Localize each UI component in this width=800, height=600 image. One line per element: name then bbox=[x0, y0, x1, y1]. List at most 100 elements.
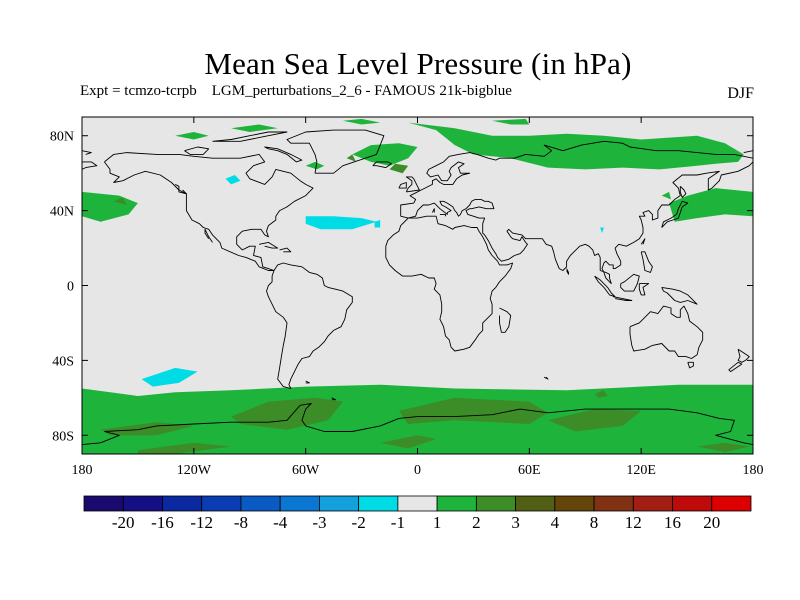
lon-tick-label: 180 bbox=[72, 463, 93, 478]
anomaly-region-5 bbox=[231, 124, 278, 132]
colorbar-label: -3 bbox=[312, 513, 326, 532]
coastline-17 bbox=[629, 305, 704, 359]
coastline-15 bbox=[104, 402, 753, 446]
anomaly-region-18 bbox=[380, 435, 437, 449]
coastline-26 bbox=[661, 286, 698, 305]
lat-tick-label: 80N bbox=[50, 130, 74, 145]
colorbar-box-5 bbox=[279, 495, 320, 512]
anomaly-region-7 bbox=[342, 118, 381, 125]
coastline-19 bbox=[737, 348, 750, 363]
lon-tick-label: 0 bbox=[414, 463, 421, 478]
anomaly-region-27 bbox=[600, 227, 604, 234]
colorbar-box-2 bbox=[162, 495, 203, 512]
colorbar-box-7 bbox=[358, 495, 399, 512]
anomaly-region-2 bbox=[669, 188, 753, 222]
coastline-3 bbox=[385, 215, 514, 352]
coastline-1 bbox=[204, 228, 213, 243]
coastline-34 bbox=[679, 185, 687, 198]
colorbar-label: 4 bbox=[551, 513, 560, 532]
colorbar-label: -2 bbox=[352, 513, 366, 532]
colorbar-box-9 bbox=[436, 495, 477, 512]
coastline-27 bbox=[640, 251, 653, 273]
coastlines bbox=[82, 129, 753, 446]
colorbar-box-4 bbox=[240, 495, 281, 512]
colorbar-label: 3 bbox=[511, 513, 520, 532]
anomaly-region-3 bbox=[408, 122, 744, 170]
pressure-anomaly-regions bbox=[82, 118, 753, 454]
coastline-12 bbox=[264, 146, 303, 163]
coastline-2 bbox=[266, 262, 353, 389]
coastline-28 bbox=[640, 238, 646, 245]
coastline-23 bbox=[613, 296, 633, 301]
colorbar-label: -12 bbox=[190, 513, 213, 532]
anomaly-region-24 bbox=[141, 367, 198, 387]
colorbar-label: 8 bbox=[590, 513, 599, 532]
anomaly-region-19 bbox=[389, 163, 409, 174]
colorbar-label: -20 bbox=[112, 513, 135, 532]
anomaly-region-16 bbox=[137, 442, 232, 454]
lat-tick-label: 40S bbox=[52, 354, 74, 369]
coastline-31 bbox=[279, 247, 292, 253]
anomaly-region-4 bbox=[352, 143, 418, 166]
coastline-37 bbox=[743, 150, 753, 155]
colorbar-box-10 bbox=[475, 495, 516, 512]
coastline-32 bbox=[431, 208, 435, 213]
coastline-6 bbox=[82, 161, 98, 170]
colorbar-label: -1 bbox=[391, 513, 405, 532]
coastline-16 bbox=[82, 431, 120, 446]
coastline-9 bbox=[405, 176, 420, 193]
colorbar-box-0 bbox=[83, 495, 124, 512]
coastline-35 bbox=[174, 183, 187, 195]
coastline-14 bbox=[184, 146, 210, 155]
colorbar-box-12 bbox=[554, 495, 595, 512]
lon-tick-label: 180 bbox=[743, 463, 764, 478]
coastline-13 bbox=[212, 131, 288, 142]
colorbar-box-3 bbox=[201, 495, 242, 512]
coastline-24 bbox=[620, 273, 640, 292]
anomaly-region-23 bbox=[305, 216, 377, 230]
colorbar-box-16 bbox=[711, 495, 752, 512]
anomaly-region-26 bbox=[374, 220, 381, 228]
coastline-21 bbox=[661, 200, 689, 228]
anomaly-region-13 bbox=[398, 397, 548, 424]
anomaly-region-25 bbox=[225, 175, 241, 185]
coastline-7 bbox=[400, 161, 753, 285]
map-title: Mean Sea Level Pressure (in hPa) bbox=[204, 46, 632, 81]
coastline-29 bbox=[566, 268, 569, 275]
anomaly-region-22 bbox=[346, 154, 356, 162]
colorbar: -20 -16 -12 -8 -4 -3 -2 -1 1 2 3 4 8 12 16 20 bbox=[83, 495, 752, 532]
colorbar-label: 2 bbox=[472, 513, 481, 532]
colorbar-label: 20 bbox=[703, 513, 720, 532]
coastline-39 bbox=[543, 376, 549, 380]
coastline-0 bbox=[104, 152, 314, 271]
anomaly-region-8 bbox=[492, 118, 530, 125]
lat-tick-label: 80S bbox=[52, 429, 74, 444]
colorbar-label: -8 bbox=[234, 513, 248, 532]
colorbar-box-1 bbox=[122, 495, 163, 512]
anomaly-region-9 bbox=[305, 161, 325, 170]
colorbar-box-14 bbox=[632, 495, 673, 512]
anomaly-region-17 bbox=[697, 442, 750, 453]
coastline-20 bbox=[728, 361, 743, 373]
anomaly-region-6 bbox=[175, 132, 209, 140]
lon-tick-label: 120W bbox=[177, 463, 212, 478]
anomaly-region-14 bbox=[548, 409, 642, 432]
colorbar-label: 12 bbox=[625, 513, 642, 532]
anomaly-region-12 bbox=[231, 397, 343, 430]
lat-tick-label: 0 bbox=[67, 280, 74, 295]
coastline-30 bbox=[259, 241, 279, 249]
map-subtitle: Expt = tcmzo-tcrpb LGM_perturbations_2_6… bbox=[80, 83, 512, 99]
colorbar-box-8 bbox=[397, 495, 438, 512]
colorbar-box-6 bbox=[319, 495, 360, 512]
lon-tick-label: 60E bbox=[518, 463, 541, 478]
lat-tick-label: 40N bbox=[50, 205, 74, 220]
lon-tick-label: 60W bbox=[292, 463, 320, 478]
anomaly-region-21 bbox=[113, 197, 127, 205]
colorbar-label: -4 bbox=[273, 513, 288, 532]
axis-ticks: 180 120W 60W 0 60E 120E 180 80N 40N 0 40S 80S bbox=[50, 117, 764, 478]
coastline-33 bbox=[439, 213, 446, 217]
coastline-36 bbox=[82, 150, 92, 155]
coastline-25 bbox=[638, 283, 650, 296]
coastline-11 bbox=[286, 129, 385, 174]
coastline-38 bbox=[305, 380, 310, 384]
